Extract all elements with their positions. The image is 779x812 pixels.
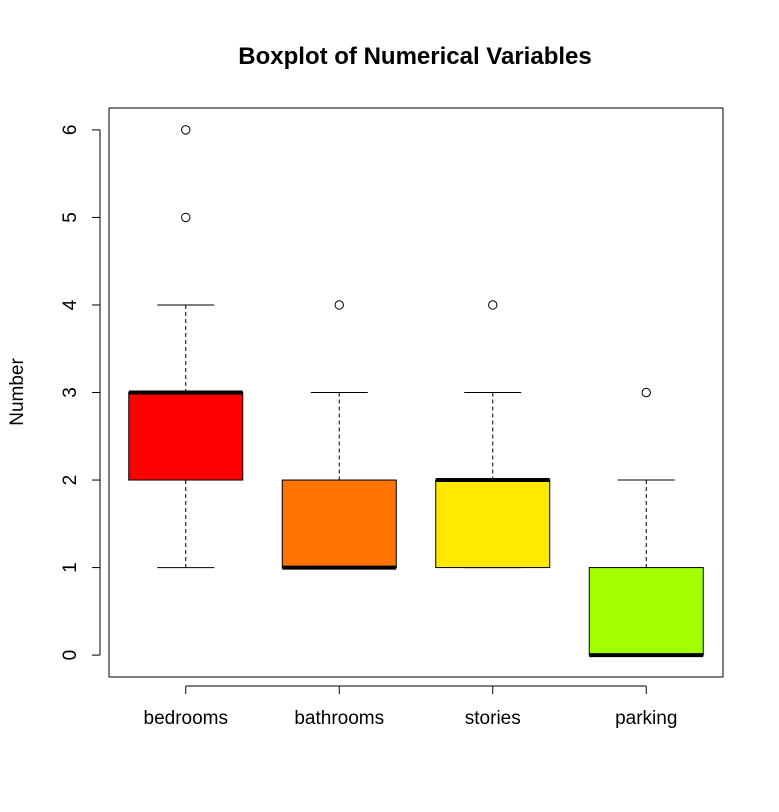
outlier-point-bedrooms-0 — [181, 212, 191, 223]
y-tick-label-0: 0 — [60, 650, 81, 661]
outlier-point-stories-0 — [488, 300, 498, 310]
box-stories — [435, 300, 551, 569]
x-tick-label-bathrooms: bathrooms — [294, 708, 384, 729]
y-tick-label-4: 4 — [60, 299, 81, 310]
box-bathrooms — [281, 300, 397, 570]
outlier-point-parking-0 — [641, 387, 651, 398]
outlier-point-bedrooms-1 — [181, 125, 191, 135]
outlier-point-bathrooms-0 — [334, 300, 344, 310]
y-tick-label-2: 2 — [60, 475, 81, 486]
x-tick-label-parking: parking — [615, 708, 677, 729]
x-tick-label-stories: stories — [465, 708, 521, 729]
box-parking — [588, 387, 704, 658]
y-tick-label-5: 5 — [60, 212, 81, 223]
box-bedrooms — [128, 125, 244, 569]
box-rect-stories — [435, 479, 551, 569]
x-axis: bedrooms bathrooms stories parking — [144, 685, 677, 729]
plot-frame — [108, 107, 724, 678]
y-tick-label-3: 3 — [60, 387, 81, 398]
x-tick-label-bedrooms: bedrooms — [144, 708, 229, 729]
y-axis-label: Number — [7, 358, 28, 426]
y-axis: 0 1 2 3 4 5 6 — [60, 125, 101, 661]
boxes-group — [128, 125, 704, 658]
y-tick-label-6: 6 — [60, 125, 81, 136]
box-rect-bathrooms — [281, 479, 397, 569]
y-tick-label-1: 1 — [60, 562, 81, 573]
chart-title: Boxplot of Numerical Variables — [238, 43, 591, 70]
box-rect-parking — [588, 567, 704, 656]
box-rect-bedrooms — [128, 392, 244, 481]
